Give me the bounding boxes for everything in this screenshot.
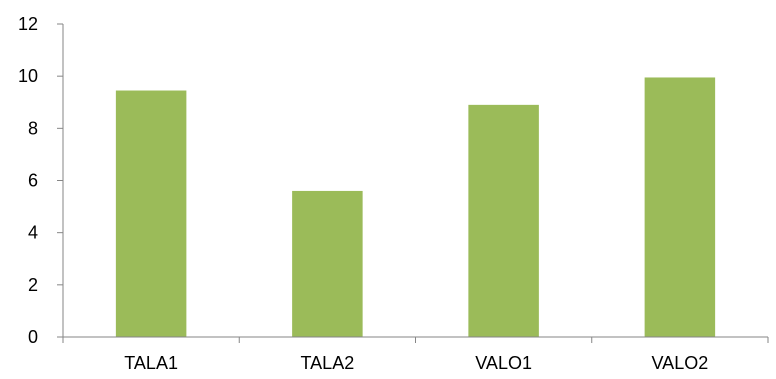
y-tick-label: 2 <box>28 275 38 295</box>
x-tick-label: VALO2 <box>652 353 709 373</box>
x-tick-label: VALO1 <box>475 353 532 373</box>
bar-tala2 <box>292 190 363 337</box>
bar-tala1 <box>115 90 187 337</box>
x-tick-label: TALA1 <box>124 353 178 373</box>
bar-series <box>115 77 716 338</box>
y-tick-label: 12 <box>18 14 38 34</box>
bar-valo1 <box>468 104 539 337</box>
y-tick-label: 10 <box>18 66 38 86</box>
x-tick-label: TALA2 <box>301 353 355 373</box>
y-tick-label: 8 <box>28 118 38 138</box>
y-tick-label: 0 <box>28 327 38 347</box>
y-tick-label: 6 <box>28 171 38 191</box>
y-tick-label: 4 <box>28 223 38 243</box>
bar-valo2 <box>644 77 716 338</box>
y-axis-ticks: 0 2 4 6 8 10 12 <box>18 14 63 347</box>
x-axis-ticks: TALA1 TALA2 VALO1 VALO2 <box>62 337 769 373</box>
